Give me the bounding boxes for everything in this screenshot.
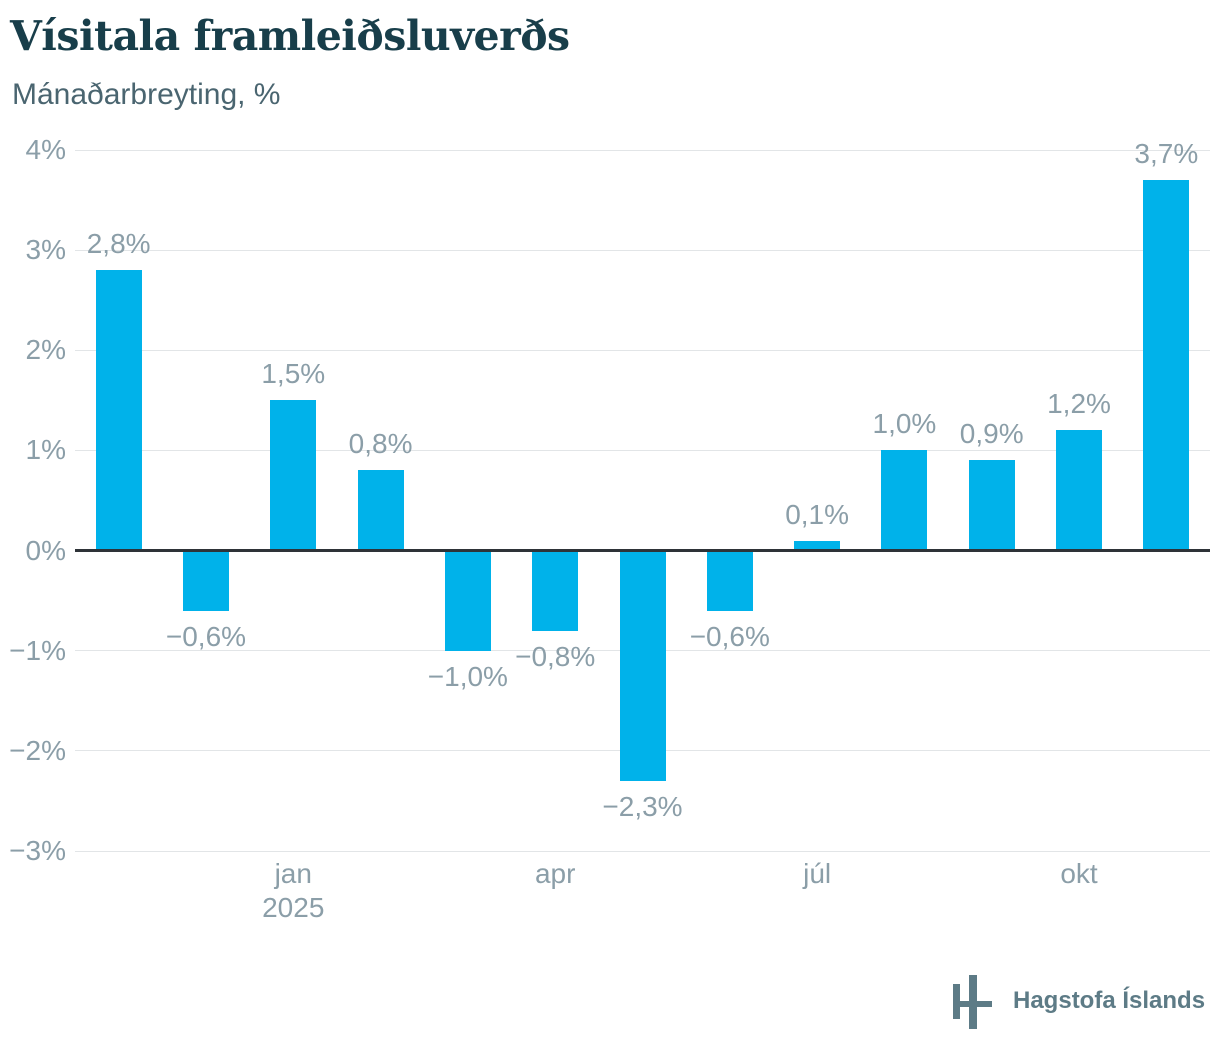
gridline	[75, 449, 1210, 451]
bar	[270, 400, 317, 551]
y-tick-label: −3%	[9, 835, 66, 866]
bar-value-label: 2,8%	[86, 228, 151, 260]
x-tick-label: apr	[534, 858, 576, 889]
hagstofa-logo-icon	[953, 975, 992, 1029]
bar-value-label: 1,2%	[1047, 388, 1111, 420]
gridline	[75, 249, 1210, 251]
bar	[182, 550, 229, 611]
chart-subtitle: Mánaðarbreyting, %	[12, 78, 281, 111]
bar-value-label: 0,8%	[348, 428, 413, 460]
bar	[968, 460, 1015, 551]
y-tick-label: 3%	[25, 234, 66, 266]
bar	[95, 270, 142, 551]
bar-value-label: −0,8%	[515, 640, 596, 672]
bar-value-label: −1,0%	[427, 660, 508, 692]
chart-title: Vísitala framleiðsluverðs	[10, 12, 570, 60]
bar	[444, 550, 491, 651]
x-tick-label: okt	[1060, 858, 1098, 889]
bar-value-label: 3,7%	[1134, 138, 1199, 170]
bar-value-label: −0,6%	[165, 620, 247, 652]
bar-value-label: 0,1%	[785, 498, 850, 530]
bar	[706, 550, 753, 611]
x-tick-label: jan	[274, 858, 312, 889]
y-tick-label: −2%	[9, 734, 66, 766]
y-tick-label: −1%	[9, 634, 66, 666]
bar	[794, 540, 841, 551]
bar	[881, 450, 928, 551]
y-tick-label: 4%	[25, 134, 66, 165]
gridline	[75, 850, 1210, 852]
bar	[619, 550, 666, 781]
bar	[357, 470, 404, 551]
gridline	[75, 149, 1210, 151]
bar	[532, 550, 579, 631]
bar-value-label: −0,6%	[689, 620, 770, 652]
brand: Hagstofa Íslands	[950, 971, 1205, 1031]
y-tick-label: 1%	[25, 434, 66, 466]
bar-value-label: 1,0%	[872, 408, 937, 440]
bar	[1143, 180, 1190, 551]
bar-value-label: 0,9%	[959, 418, 1024, 450]
gridline	[75, 349, 1210, 351]
zero-axis-line	[75, 549, 1210, 553]
y-tick-label: 2%	[25, 334, 66, 366]
bar	[1056, 430, 1103, 551]
x-tick-label: júl	[803, 858, 832, 889]
bar-value-label: −2,3%	[602, 790, 683, 822]
y-tick-label: 0%	[25, 534, 66, 566]
x-tick-year: 2025	[262, 892, 325, 923]
brand-name: Hagstofa Íslands	[1013, 987, 1206, 1014]
bar-value-label: 1,5%	[261, 358, 326, 390]
